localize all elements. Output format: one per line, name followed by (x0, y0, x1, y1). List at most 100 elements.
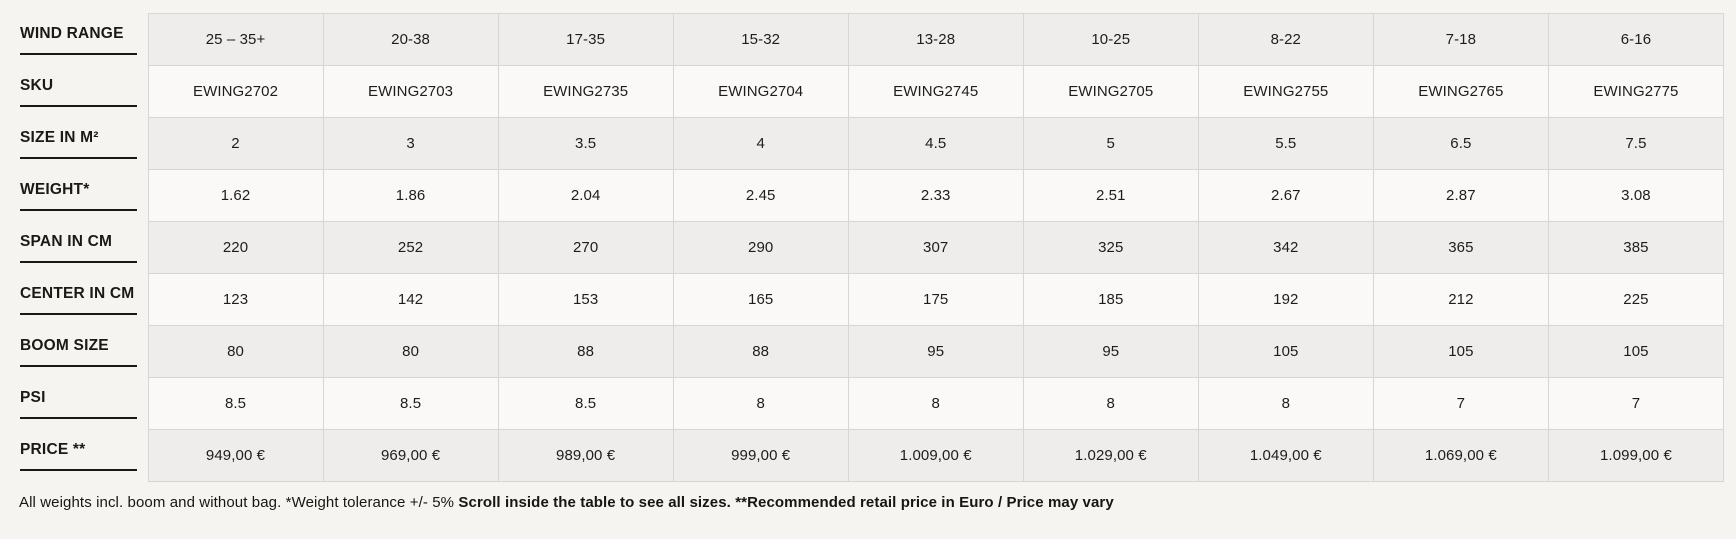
footnote-price-note: **Recommended retail price in Euro / Pri… (735, 494, 1114, 511)
row-label-text: CENTER IN CM (20, 284, 135, 302)
table-row-span: SPAN IN CM 220 252 270 290 307 325 342 3… (0, 221, 1725, 274)
spec-cell: 3.08 (1547, 169, 1725, 222)
spec-cell: 25 – 35+ (147, 13, 324, 66)
spec-cell: 80 (147, 325, 324, 378)
spec-cell: 10-25 (1022, 13, 1199, 66)
table-row-boom-size: BOOM SIZE 80 80 88 88 95 95 105 105 105 (0, 325, 1725, 378)
label-underline (20, 416, 137, 419)
spec-cell: 1.049,00 € (1197, 429, 1374, 482)
spec-cell: 2.33 (847, 169, 1024, 222)
spec-cell: 8.5 (147, 377, 324, 430)
row-label-text: BOOM SIZE (20, 336, 109, 354)
spec-cell: 105 (1372, 325, 1549, 378)
spec-cell: 185 (1022, 273, 1199, 326)
spec-cell: 88 (672, 325, 849, 378)
row-label-weight: WEIGHT* (0, 170, 148, 222)
spec-cell: EWING2704 (672, 65, 849, 118)
table-row-center: CENTER IN CM 123 142 153 165 175 185 192… (0, 273, 1725, 326)
spec-cell: 1.029,00 € (1022, 429, 1199, 482)
spec-cell: 999,00 € (672, 429, 849, 482)
spec-cell: 8.5 (322, 377, 499, 430)
spec-table-scroll-area[interactable]: WIND RANGE 25 – 35+ 20-38 17-35 15-32 13… (0, 0, 1736, 482)
spec-cell: 7.5 (1547, 117, 1725, 170)
label-underline (20, 156, 137, 159)
spec-cell: 88 (497, 325, 674, 378)
spec-cell: 4 (672, 117, 849, 170)
footnote-scroll-hint: Scroll inside the table to see all sizes… (458, 494, 736, 511)
spec-cell: 153 (497, 273, 674, 326)
row-label-center: CENTER IN CM (0, 274, 148, 326)
table-row-sku: SKU EWING2702 EWING2703 EWING2735 EWING2… (0, 65, 1725, 118)
spec-cell: 8 (672, 377, 849, 430)
spec-table: WIND RANGE 25 – 35+ 20-38 17-35 15-32 13… (0, 13, 1725, 482)
spec-cell: 165 (672, 273, 849, 326)
spec-cell: EWING2705 (1022, 65, 1199, 118)
table-footnote: All weights incl. boom and without bag. … (19, 494, 1736, 511)
spec-cell: 969,00 € (322, 429, 499, 482)
spec-cell: 1.099,00 € (1547, 429, 1725, 482)
spec-cell: 2 (147, 117, 324, 170)
spec-cell: EWING2702 (147, 65, 324, 118)
spec-cell: 142 (322, 273, 499, 326)
row-label-wind-range: WIND RANGE (0, 14, 148, 66)
spec-cell: 80 (322, 325, 499, 378)
spec-cell: 123 (147, 273, 324, 326)
footnote-weights-text: All weights incl. boom and without bag. … (19, 494, 459, 511)
row-label-boom-size: BOOM SIZE (0, 326, 148, 378)
spec-cell: EWING2735 (497, 65, 674, 118)
label-underline (20, 208, 137, 211)
spec-cell: 5 (1022, 117, 1199, 170)
spec-cell: 3.5 (497, 117, 674, 170)
spec-cell: 105 (1547, 325, 1725, 378)
spec-cell: 2.04 (497, 169, 674, 222)
spec-cell: 13-28 (847, 13, 1024, 66)
row-label-text: SKU (20, 76, 54, 94)
table-row-weight: WEIGHT* 1.62 1.86 2.04 2.45 2.33 2.51 2.… (0, 169, 1725, 222)
spec-cell: 1.009,00 € (847, 429, 1024, 482)
spec-cell: 2.67 (1197, 169, 1374, 222)
spec-cell: 949,00 € (147, 429, 324, 482)
spec-cell: 8-22 (1197, 13, 1374, 66)
row-label-text: WEIGHT* (20, 180, 90, 198)
spec-cell: 17-35 (497, 13, 674, 66)
spec-cell: EWING2765 (1372, 65, 1549, 118)
spec-cell: 290 (672, 221, 849, 274)
spec-cell: 3 (322, 117, 499, 170)
spec-cell: 15-32 (672, 13, 849, 66)
spec-cell: 1.069,00 € (1372, 429, 1549, 482)
spec-cell: 5.5 (1197, 117, 1374, 170)
label-underline (20, 104, 137, 107)
table-row-size: SIZE IN M² 2 3 3.5 4 4.5 5 5.5 6.5 7.5 (0, 117, 1725, 170)
spec-cell: 8 (1197, 377, 1374, 430)
label-underline (20, 364, 137, 367)
spec-cell: 2.45 (672, 169, 849, 222)
spec-cell: 1.62 (147, 169, 324, 222)
spec-cell: 220 (147, 221, 324, 274)
spec-cell: 105 (1197, 325, 1374, 378)
spec-cell: 2.87 (1372, 169, 1549, 222)
spec-cell: 225 (1547, 273, 1725, 326)
row-label-text: WIND RANGE (20, 24, 124, 42)
row-label-price: PRICE ** (0, 430, 148, 482)
row-label-text: PRICE ** (20, 440, 86, 458)
spec-cell: EWING2703 (322, 65, 499, 118)
spec-cell: 6-16 (1547, 13, 1725, 66)
spec-cell: 95 (1022, 325, 1199, 378)
spec-cell: 365 (1372, 221, 1549, 274)
row-label-text: SIZE IN M² (20, 128, 99, 146)
row-label-psi: PSI (0, 378, 148, 430)
spec-cell: 270 (497, 221, 674, 274)
spec-cell: 307 (847, 221, 1024, 274)
spec-cell: 7-18 (1372, 13, 1549, 66)
spec-cell: 325 (1022, 221, 1199, 274)
label-underline (20, 312, 137, 315)
spec-cell: 342 (1197, 221, 1374, 274)
label-underline (20, 260, 137, 263)
spec-cell: 95 (847, 325, 1024, 378)
spec-cell: 8 (1022, 377, 1199, 430)
row-label-text: PSI (20, 388, 46, 406)
spec-cell: 6.5 (1372, 117, 1549, 170)
table-row-psi: PSI 8.5 8.5 8.5 8 8 8 8 7 7 (0, 377, 1725, 430)
spec-cell: 989,00 € (497, 429, 674, 482)
spec-cell: 7 (1547, 377, 1725, 430)
